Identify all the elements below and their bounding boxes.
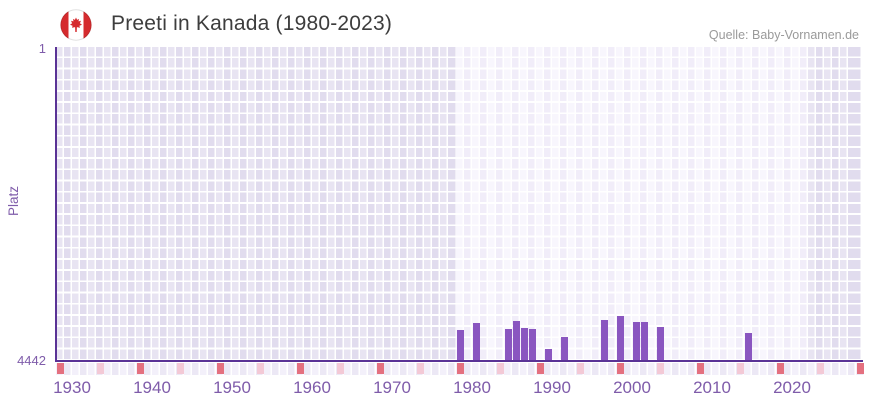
half-decade-mark-1955 [257,362,264,374]
x-axis-line [55,360,863,362]
bar-2002[interactable] [632,321,640,360]
chart-title: Preeti in Kanada (1980-2023) [111,12,393,35]
half-decade-mark-1935 [97,362,104,374]
decade-mark-1950 [217,362,224,374]
half-decade-mark-1985 [497,362,504,374]
bar-2000[interactable] [616,315,624,360]
half-decade-mark-2015 [737,362,744,374]
x-tick-label-1990: 1990 [533,378,571,397]
bar-1993[interactable] [560,336,568,360]
y-axis-line [55,47,57,360]
bar-2005[interactable] [656,326,664,360]
x-tick-label-2000: 2000 [613,378,651,397]
decade-mark-1930 [57,362,64,374]
plot-area [55,47,862,360]
x-tick-label-2010: 2010 [693,378,731,397]
x-tick-label-1930: 1930 [53,378,91,397]
bar-1989[interactable] [528,328,536,360]
decade-mark-2000 [617,362,624,374]
decade-mark-1990 [537,362,544,374]
background-grid-data-period [456,47,808,360]
half-decade-mark-2025 [817,362,824,374]
half-decade-mark-1975 [417,362,424,374]
bar-1987[interactable] [512,320,520,360]
bar-1988[interactable] [520,327,528,360]
decade-mark-1940 [137,362,144,374]
y-axis-title: Platz [6,186,21,217]
bar-1986[interactable] [504,328,512,360]
decade-mark-1960 [297,362,304,374]
canada-flag-icon [60,9,92,41]
x-tick-label-1970: 1970 [373,378,411,397]
y-tick-bottom: 4442 [17,353,46,368]
x-tick-label-1940: 1940 [133,378,171,397]
half-decade-mark-1995 [577,362,584,374]
x-tick-label-1950: 1950 [213,378,251,397]
decade-mark-1970 [377,362,384,374]
bar-1982[interactable] [472,322,480,360]
bar-1998[interactable] [600,319,608,360]
decade-mark-1980 [457,362,464,374]
bar-1991[interactable] [544,348,552,360]
decade-mark-2030 [857,362,864,374]
background-grid-post-period [808,47,862,360]
bar-2003[interactable] [640,321,648,360]
half-decade-mark-1945 [177,362,184,374]
decade-mark-2020 [777,362,784,374]
x-tick-label-2020: 2020 [773,378,811,397]
x-tick-labels: 1930 1940 1950 1960 1970 1980 1990 2000 2010 2020 [53,378,863,400]
background-grid-pre-period [55,47,456,360]
source-attribution: Quelle: Baby-Vornamen.de [708,28,859,42]
x-tick-label-1960: 1960 [293,378,331,397]
y-tick-top: 1 [38,41,46,56]
decade-mark-2010 [697,362,704,374]
half-decade-mark-1965 [337,362,344,374]
half-decade-mark-2005 [657,362,664,374]
bar-2016[interactable] [744,332,752,360]
bar-1980[interactable] [456,329,464,360]
x-axis-marker-strip [55,362,864,375]
x-tick-label-1980: 1980 [453,378,491,397]
